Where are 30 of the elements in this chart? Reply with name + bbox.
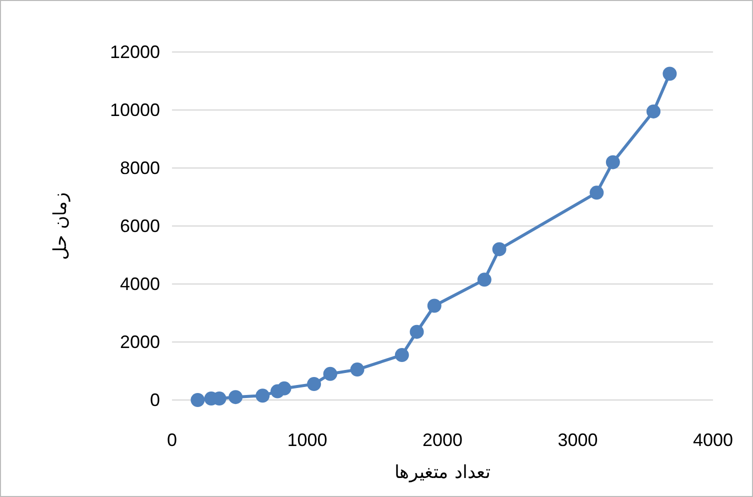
point	[492, 242, 506, 256]
point	[662, 66, 677, 81]
y-axis-title: زمان حل	[50, 192, 71, 260]
y-tick-label: 4000	[120, 274, 160, 294]
point	[350, 362, 364, 377]
x-tick-label: 2000	[422, 430, 463, 450]
point	[606, 155, 620, 170]
point	[590, 186, 604, 200]
point	[410, 324, 424, 339]
point	[323, 366, 338, 381]
x-axis-title: تعداد متغیرها	[394, 462, 490, 483]
point	[277, 381, 292, 396]
point	[477, 272, 492, 287]
point	[307, 377, 322, 392]
point	[427, 298, 442, 313]
y-tick-label: 0	[150, 390, 160, 410]
x-tick-label: 0	[166, 430, 178, 450]
y-tick-label: 10000	[110, 100, 160, 120]
y-tick-label: 12000	[110, 42, 160, 62]
point	[228, 390, 243, 404]
point	[646, 104, 660, 118]
point	[256, 388, 270, 403]
y-tick-label: 6000	[120, 216, 160, 236]
y-tick-label: 8000	[120, 158, 160, 178]
point	[394, 348, 409, 362]
x-tick-label: 4000	[692, 430, 734, 450]
x-tick-label: 3000	[558, 430, 598, 450]
point	[190, 393, 205, 407]
x-tick-label: 1000	[287, 430, 328, 450]
y-tick-label: 2000	[120, 332, 160, 352]
